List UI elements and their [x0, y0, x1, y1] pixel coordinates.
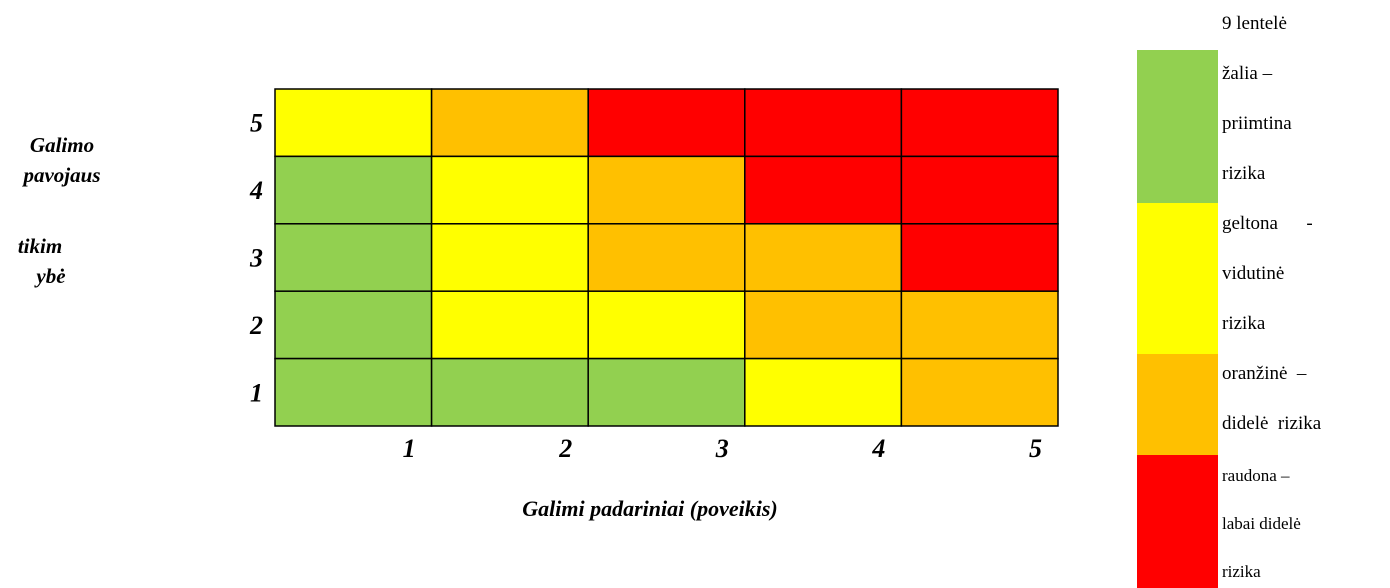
matrix-cell — [744, 357, 903, 427]
legend-swatch-red — [1137, 455, 1218, 588]
y-axis-title-line: Galimo — [29, 133, 95, 157]
legend-text: raudona – — [1222, 466, 1290, 485]
legend-text: oranžinė – — [1222, 363, 1307, 384]
matrix-cell — [900, 88, 1059, 158]
x-tick-label: 2 — [558, 434, 572, 463]
matrix-cell — [430, 88, 589, 158]
y-tick-label: 3 — [249, 244, 263, 273]
matrix-cell — [900, 155, 1059, 225]
y-tick-label: 2 — [249, 311, 263, 340]
y-tick-label: 5 — [250, 109, 263, 138]
legend-text: vidutinė — [1222, 263, 1285, 284]
legend-swatch-orange — [1137, 354, 1218, 455]
matrix-cell — [430, 290, 589, 360]
matrix-cell — [900, 357, 1059, 427]
x-tick-label: 1 — [403, 434, 416, 463]
matrix-cell — [430, 357, 589, 427]
matrix-cell — [587, 223, 746, 292]
legend-swatch-green — [1137, 50, 1218, 203]
matrix-cell — [744, 155, 903, 225]
legend-text: didelė rizika — [1222, 413, 1322, 434]
legend-text: rizika — [1222, 163, 1266, 184]
matrix-cell — [900, 290, 1059, 360]
x-tick-label: 4 — [871, 434, 885, 463]
matrix-cell — [587, 290, 746, 360]
y-axis-title-line: tikim — [17, 234, 63, 258]
matrix-cell — [274, 88, 433, 158]
legend-text: priimtina — [1222, 113, 1292, 134]
matrix-cell — [744, 223, 903, 292]
matrix-cell — [274, 155, 433, 225]
y-tick-label: 1 — [250, 378, 263, 407]
matrix-cell — [274, 223, 433, 292]
matrix-cell — [744, 88, 903, 158]
x-tick-label: 3 — [715, 434, 729, 463]
legend-text: geltona - — [1222, 213, 1313, 234]
matrix-cell — [430, 223, 589, 292]
legend-swatch-yellow — [1137, 203, 1218, 354]
table-title: 9 lentelė — [1222, 13, 1287, 34]
matrix-cell — [274, 357, 433, 427]
y-axis-title-line: pavojaus — [23, 163, 101, 187]
matrix-cell — [274, 290, 433, 360]
matrix-cell — [587, 155, 746, 225]
x-axis-title: Galimi padariniai (poveikis) — [522, 496, 778, 521]
legend-text: žalia – — [1222, 63, 1273, 84]
legend-text: rizika — [1222, 313, 1266, 334]
y-axis-title-line: ybė — [36, 264, 66, 288]
legend-text: rizika — [1222, 562, 1261, 581]
matrix-cell — [900, 223, 1059, 292]
y-tick-label: 4 — [249, 176, 263, 205]
x-tick-label: 5 — [1029, 434, 1042, 463]
matrix-cell — [587, 88, 746, 158]
legend-text: labai didelė — [1222, 514, 1301, 533]
matrix-cell — [744, 290, 903, 360]
risk-matrix: 5 4 3 2 1 1 2 3 4 5 — [249, 88, 1059, 463]
matrix-cell — [587, 357, 746, 427]
matrix-cell — [430, 155, 589, 225]
